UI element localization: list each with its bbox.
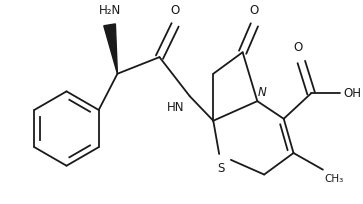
Text: N: N bbox=[257, 86, 266, 99]
Text: O: O bbox=[294, 41, 303, 54]
Text: H₂N: H₂N bbox=[98, 4, 121, 17]
Polygon shape bbox=[104, 24, 117, 74]
Text: OH: OH bbox=[343, 87, 362, 100]
Text: S: S bbox=[217, 162, 225, 175]
Text: HN: HN bbox=[166, 101, 184, 114]
Text: O: O bbox=[250, 4, 259, 17]
Text: CH₃: CH₃ bbox=[325, 174, 344, 184]
Text: O: O bbox=[171, 4, 180, 17]
